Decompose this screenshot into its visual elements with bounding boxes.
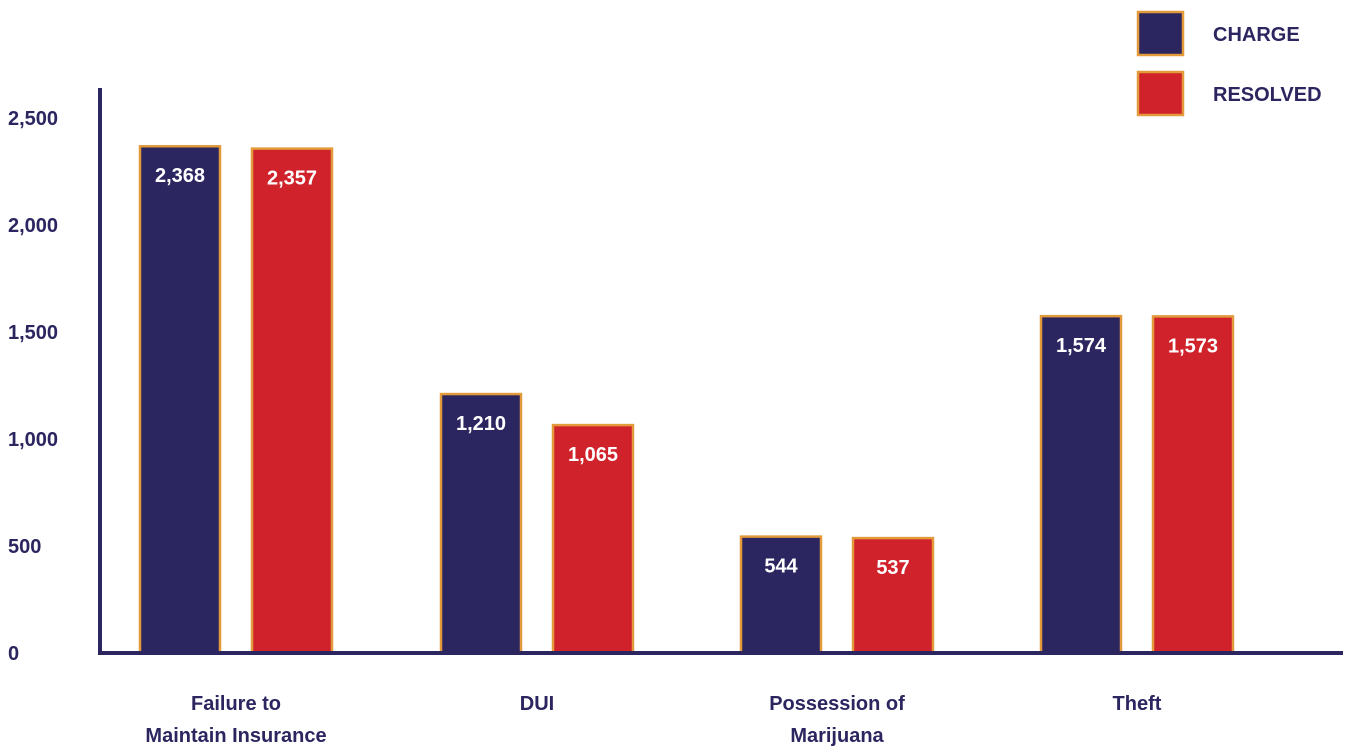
axes [98, 88, 1343, 655]
legend-swatch-charge [1136, 10, 1185, 57]
x-category-label: Maintain Insurance [145, 725, 326, 747]
bar-charge-0 [138, 144, 222, 655]
bar-value-label: 1,210 [456, 413, 506, 435]
x-category-label: DUI [520, 693, 554, 715]
legend-label-resolved: RESOLVED [1213, 84, 1322, 106]
x-axis-labels: Failure to Maintain Insurance DUI Possessio… [145, 693, 1161, 747]
bars: 2,368 2,357 1,210 1,065 544 537 1,574 1,573 [138, 144, 1235, 655]
bar-charge-2 [739, 535, 823, 655]
legend: CHARGE RESOLVED [1136, 10, 1322, 117]
y-tick-label: 1,000 [8, 429, 58, 451]
y-tick-label: 0 [8, 643, 19, 665]
bar-value-label: 1,065 [568, 444, 618, 466]
bar-value-label: 1,574 [1056, 335, 1107, 357]
legend-swatch-resolved [1136, 70, 1185, 117]
bar-charge-3 [1039, 314, 1123, 655]
y-tick-label: 500 [8, 536, 41, 558]
y-tick-label: 1,500 [8, 322, 58, 344]
y-tick-label: 2,000 [8, 215, 58, 237]
bar-resolved-2 [851, 536, 935, 655]
y-axis-ticks: 0 500 1,000 1,500 2,000 2,500 [8, 108, 58, 665]
x-category-label: Possession of [769, 693, 905, 715]
x-category-label: Failure to [191, 693, 281, 715]
bar-value-label: 1,573 [1168, 335, 1218, 357]
x-category-label: Marijuana [790, 725, 884, 747]
legend-label-charge: CHARGE [1213, 24, 1300, 46]
x-category-label: Theft [1113, 693, 1162, 715]
bar-value-label: 2,357 [267, 168, 317, 190]
bar-charge-1 [439, 392, 523, 655]
bar-resolved-3 [1151, 315, 1235, 655]
bar-resolved-1 [551, 423, 635, 655]
bar-value-label: 544 [764, 556, 798, 578]
bar-value-label: 537 [876, 557, 909, 579]
y-tick-label: 2,500 [8, 108, 58, 130]
bar-resolved-0 [250, 147, 334, 655]
bar-value-label: 2,368 [155, 165, 205, 187]
